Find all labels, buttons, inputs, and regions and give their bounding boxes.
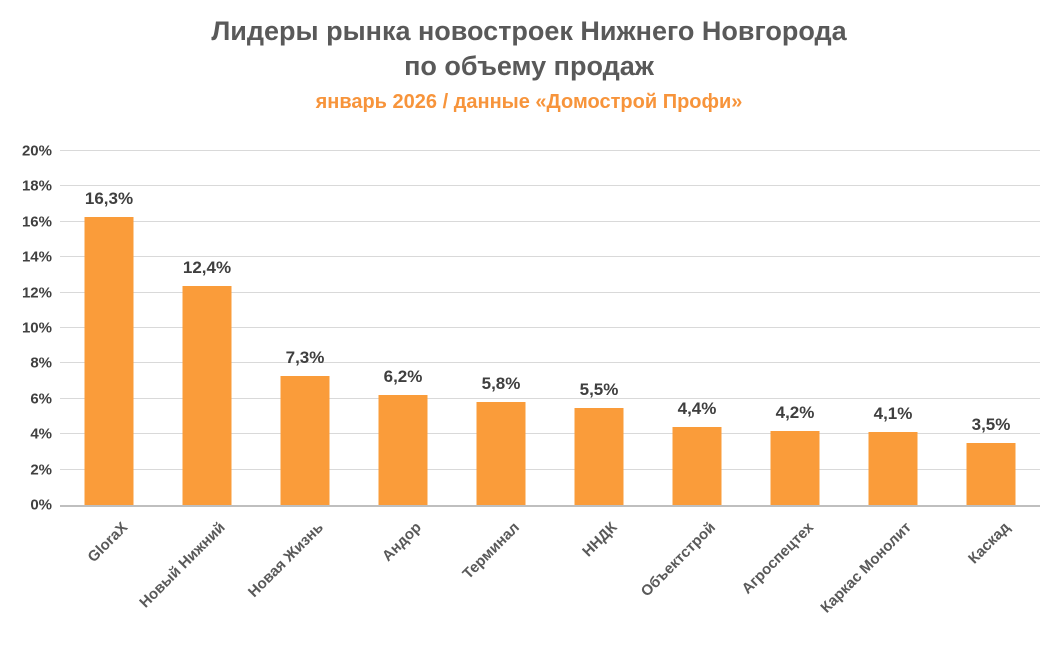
y-tick-label: 10% bbox=[21, 319, 52, 337]
chart-title-line1: Лидеры рынка новостроек Нижнего Новгород… bbox=[211, 16, 847, 46]
gridline bbox=[60, 256, 1040, 258]
x-category-label: Объектстрой bbox=[637, 519, 720, 601]
x-category-label: GloraX bbox=[84, 519, 132, 566]
y-tick-label: 6% bbox=[30, 390, 52, 408]
bar bbox=[672, 427, 722, 505]
gridline bbox=[60, 362, 1040, 364]
y-tick-label: 0% bbox=[30, 496, 52, 514]
plot-wrap: 16,3% 12,4% 7,3% 6,2% 5,8% 5,5% 4,4% 4,2% 4,1% 3,… bbox=[60, 150, 1040, 642]
bar bbox=[476, 402, 526, 505]
x-category-label: ННДК bbox=[579, 519, 622, 561]
x-category-slot: Объектстрой bbox=[638, 507, 746, 642]
x-category-label: Агроспецтех bbox=[738, 519, 818, 598]
gridline bbox=[60, 327, 1040, 328]
x-category-label: Каскад bbox=[964, 519, 1014, 568]
x-category-slot: Терминал bbox=[452, 507, 550, 642]
bar-slot: 4,4% bbox=[648, 151, 746, 505]
bar-slot: 16,3% bbox=[60, 151, 158, 505]
bar bbox=[966, 443, 1016, 505]
x-category-label: Новая Жизнь bbox=[245, 519, 328, 601]
bar-slot: 4,2% bbox=[746, 151, 844, 505]
bar bbox=[868, 432, 918, 505]
bar-value-label: 4,1% bbox=[873, 404, 913, 424]
x-category-label: Терминал bbox=[459, 519, 524, 583]
y-tick-label: 20% bbox=[21, 142, 52, 160]
bar-value-label: 4,2% bbox=[775, 402, 815, 422]
gridline bbox=[60, 468, 1040, 470]
y-axis: 0% 2% 4% 6% 8% 10% 12% 14% 16% 18% 20% bbox=[10, 143, 60, 514]
bar bbox=[770, 430, 820, 505]
x-category-label: Андор bbox=[379, 519, 426, 565]
bar-slot: 7,3% bbox=[256, 151, 354, 505]
gridline bbox=[60, 397, 1040, 399]
bar-value-label: 6,2% bbox=[383, 367, 423, 387]
y-tick-label: 18% bbox=[21, 177, 52, 195]
gridline bbox=[60, 150, 1040, 151]
bar-value-label: 5,5% bbox=[579, 379, 619, 399]
bar-slot: 12,4% bbox=[158, 151, 256, 505]
y-tick-label: 16% bbox=[21, 213, 52, 231]
y-tick-label: 4% bbox=[30, 425, 52, 443]
y-tick-label: 2% bbox=[30, 461, 52, 479]
gridline bbox=[60, 433, 1040, 435]
x-category-slot: Каркас Монолит bbox=[818, 507, 942, 642]
bar-value-label: 16,3% bbox=[84, 188, 134, 208]
bar-chart: 0% 2% 4% 6% 8% 10% 12% 14% 16% 18% 20% 16,3% 12,4% 7… bbox=[0, 143, 1058, 642]
x-category-slot: ННДК bbox=[550, 507, 648, 642]
bar-value-label: 7,3% bbox=[285, 347, 325, 367]
y-tick-label: 12% bbox=[21, 284, 52, 302]
gridline bbox=[60, 185, 1040, 187]
bar-slot: 6,2% bbox=[354, 151, 452, 505]
x-axis-labels: GloraX Новый Нижний Новая Жизнь Андор Термин… bbox=[60, 507, 1040, 642]
x-category-slot: Новая Жизнь bbox=[245, 507, 354, 642]
plot-area: 16,3% 12,4% 7,3% 6,2% 5,8% 5,5% 4,4% 4,2% 4,1% 3,… bbox=[60, 150, 1040, 507]
bar-value-label: 3,5% bbox=[971, 415, 1011, 435]
bar bbox=[280, 375, 330, 505]
x-category-slot: Новый Нижний bbox=[137, 507, 256, 642]
bar-value-label: 4,4% bbox=[677, 399, 717, 419]
bar bbox=[574, 407, 624, 505]
bar-value-label: 12,4% bbox=[182, 257, 232, 277]
y-tick-label: 8% bbox=[30, 354, 52, 372]
bar-slot: 4,1% bbox=[844, 151, 942, 505]
chart-title: Лидеры рынка новостроек Нижнего Новгород… bbox=[0, 14, 1058, 84]
y-tick-label: 14% bbox=[21, 248, 52, 266]
gridline bbox=[60, 220, 1040, 222]
bar bbox=[84, 216, 134, 505]
chart-subtitle: январь 2026 / данные «Домострой Профи» bbox=[315, 91, 743, 113]
bar bbox=[182, 285, 232, 505]
x-category-slot: GloraX bbox=[60, 507, 158, 642]
bar-slot: 5,5% bbox=[550, 151, 648, 505]
x-category-slot: Агроспецтех bbox=[739, 507, 844, 642]
bar-value-label: 5,8% bbox=[481, 374, 521, 394]
bar bbox=[378, 395, 428, 505]
bar-slot: 5,8% bbox=[452, 151, 550, 505]
x-category-slot: Каскад bbox=[942, 507, 1040, 642]
x-category-slot: Андор bbox=[354, 507, 452, 642]
gridline bbox=[60, 291, 1040, 293]
bar-slot: 3,5% bbox=[942, 151, 1040, 505]
chart-title-line2: по объему продаж bbox=[404, 51, 654, 81]
